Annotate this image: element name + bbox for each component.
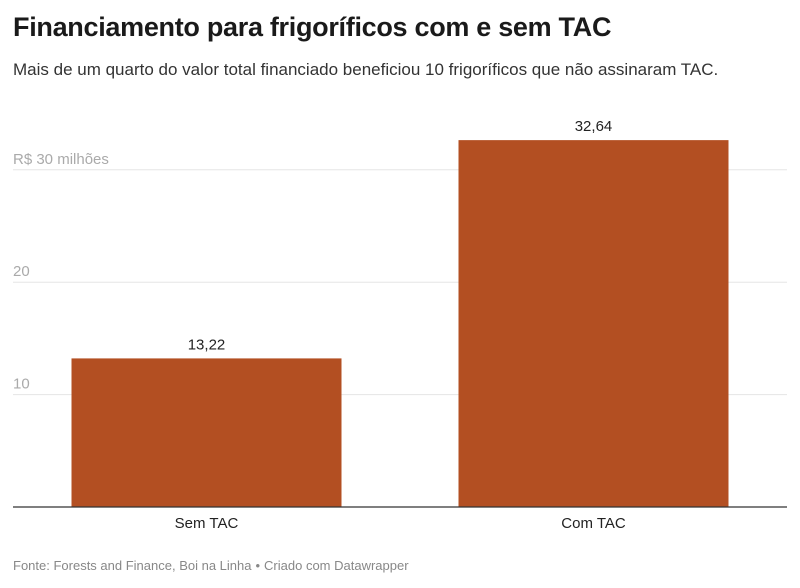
credit-note: Criado com Datawrapper bbox=[264, 558, 409, 573]
bar-value-label: 13,22 bbox=[188, 336, 226, 353]
source-note: Fonte: Forests and Finance, Boi na Linha bbox=[13, 558, 252, 573]
x-tick-label: Com TAC bbox=[561, 515, 626, 532]
labels: 10 20 R$ 30 milhões 13,22 Sem TAC 32,64 Com TA… bbox=[13, 118, 626, 532]
y-tick-label: R$ 30 milhões bbox=[13, 151, 109, 168]
bar bbox=[458, 140, 729, 507]
bar bbox=[71, 358, 342, 507]
chart-subtitle: Mais de um quarto do valor total financi… bbox=[13, 60, 719, 79]
y-tick-label: 20 bbox=[13, 263, 30, 280]
bars bbox=[71, 140, 729, 507]
chart-footer: Fonte: Forests and Finance, Boi na Linha… bbox=[13, 558, 409, 573]
y-tick-label: 10 bbox=[13, 376, 30, 393]
footer-separator: • bbox=[255, 558, 261, 573]
x-tick-label: Sem TAC bbox=[175, 515, 239, 532]
chart-title: Financiamento para frigoríficos com e se… bbox=[13, 12, 612, 42]
bar-value-label: 32,64 bbox=[575, 118, 613, 135]
